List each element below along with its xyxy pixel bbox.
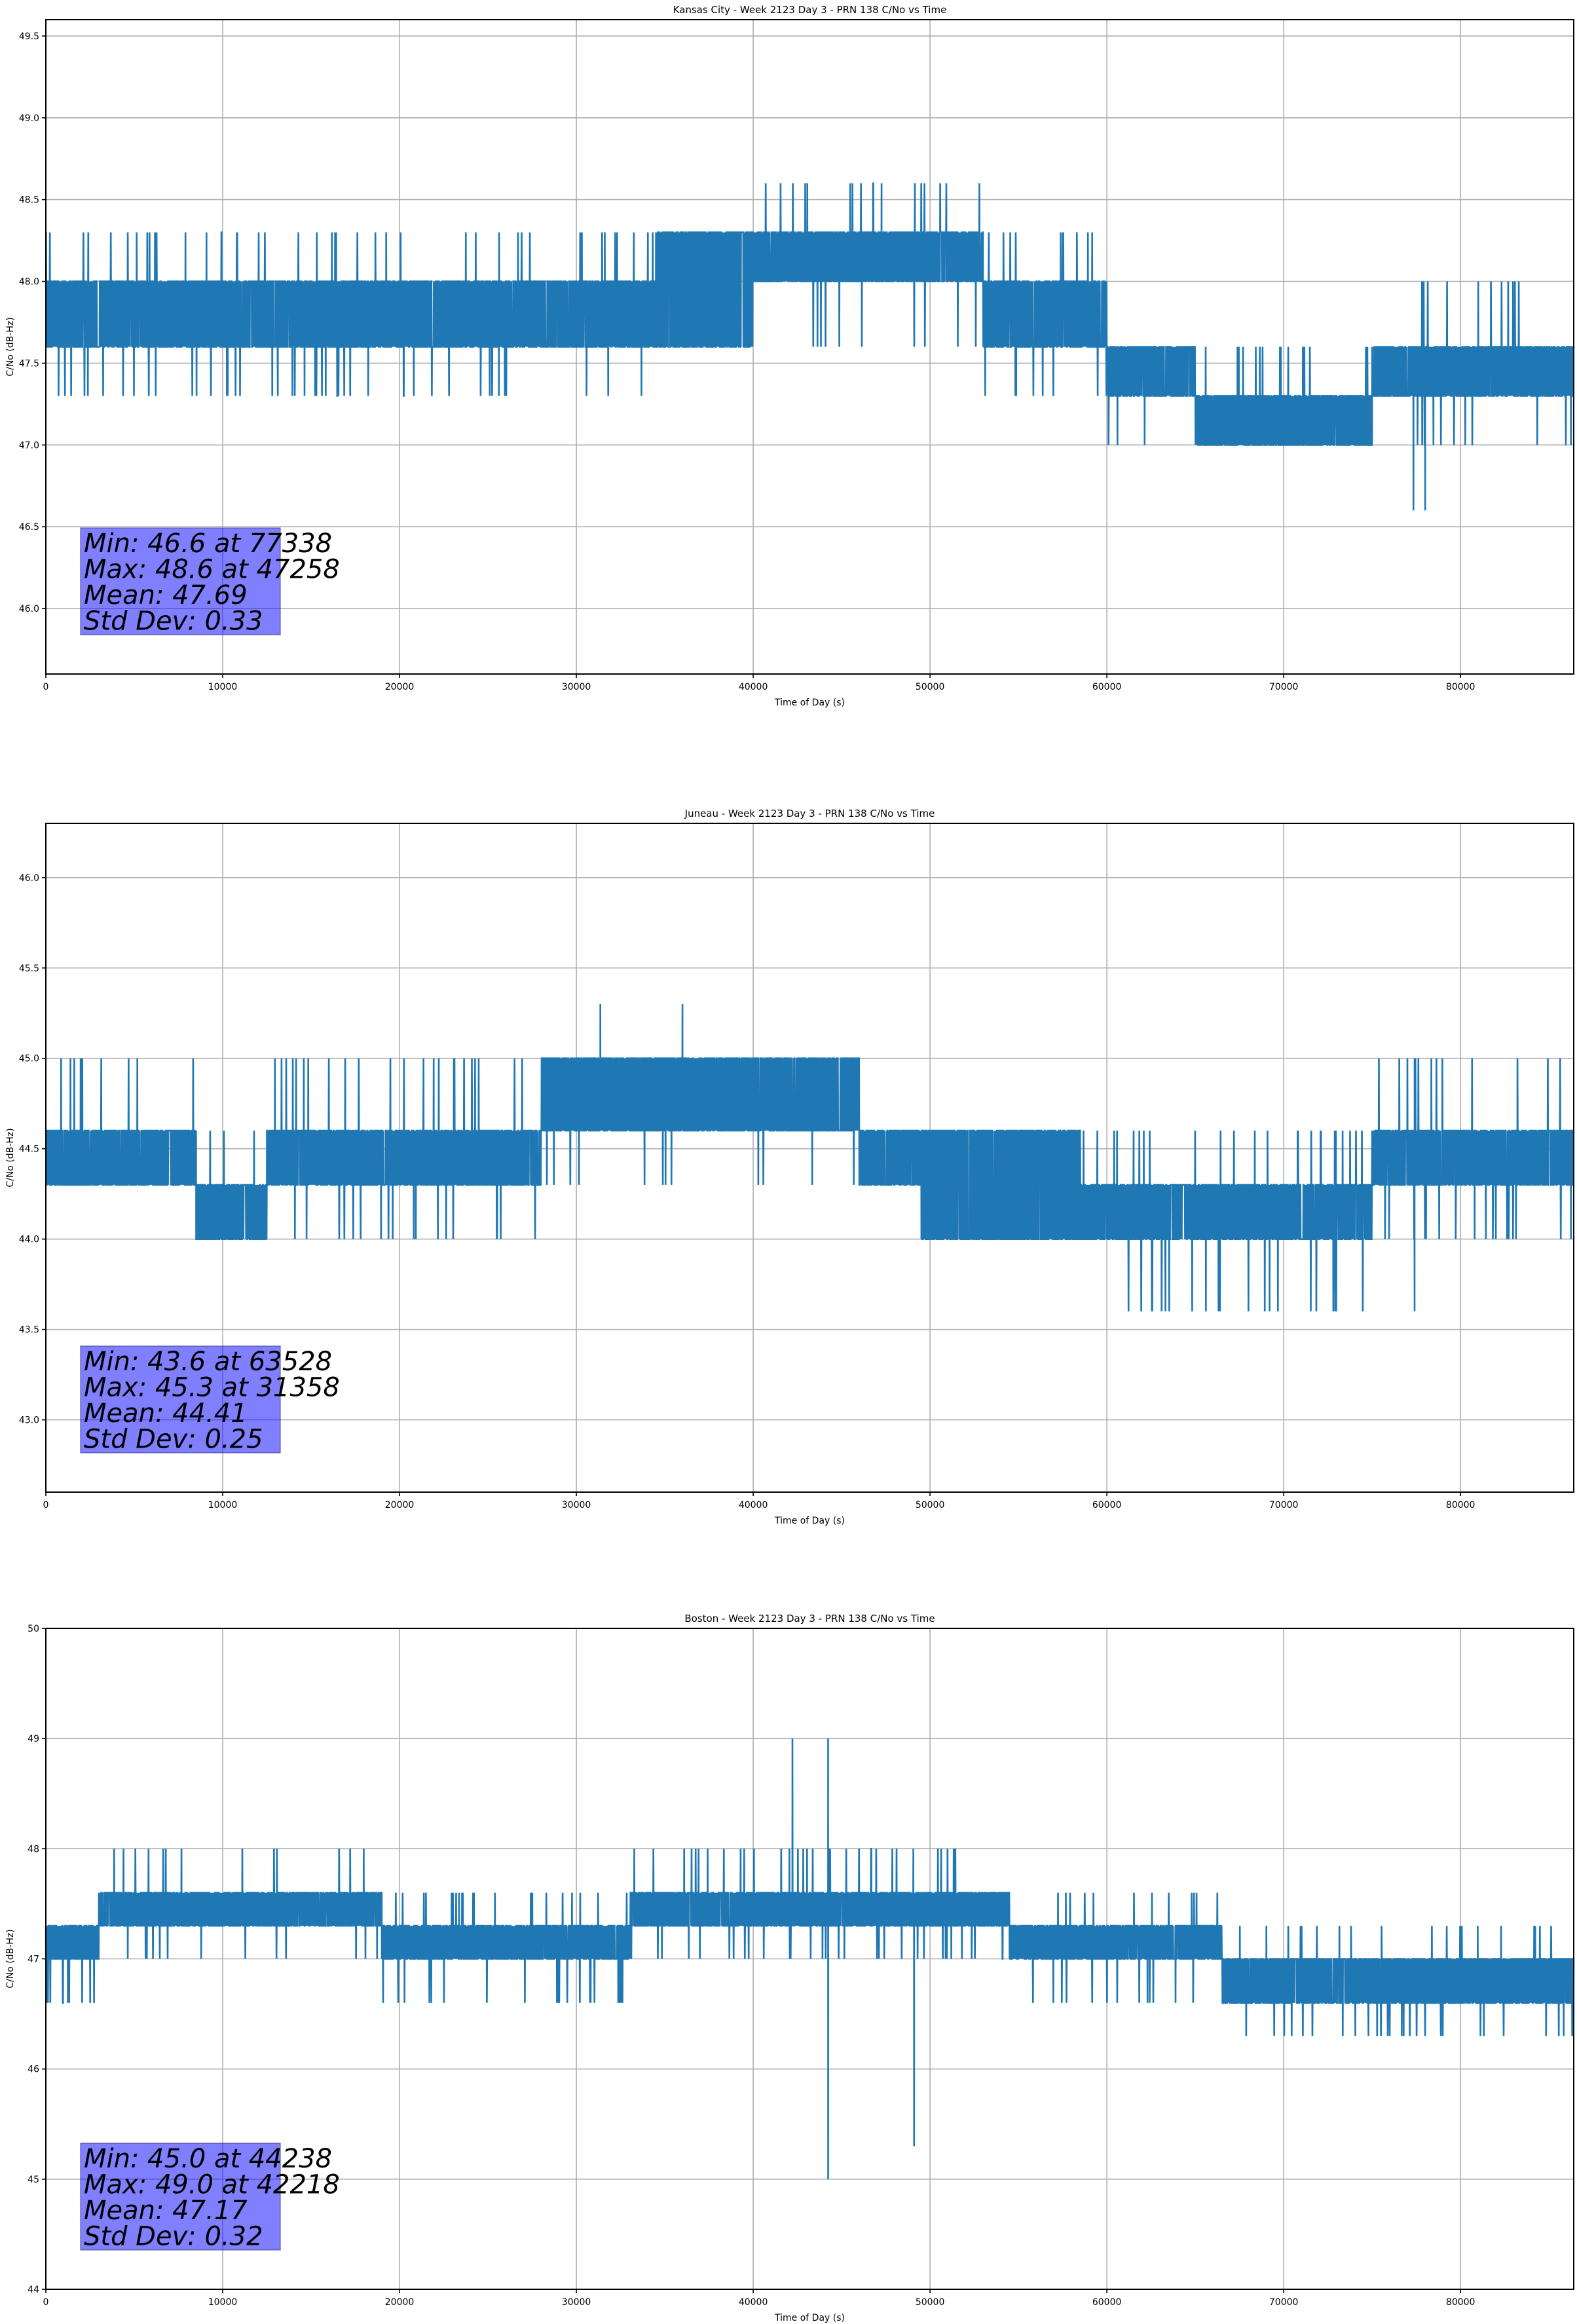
y-tick-label: 46.5 bbox=[19, 522, 39, 533]
stats-min: Min: 43.6 at 63528 bbox=[84, 1347, 332, 1377]
y-tick-label: 49.5 bbox=[19, 31, 39, 42]
chart-title: Kansas City - Week 2123 Day 3 - PRN 138 … bbox=[673, 4, 947, 16]
stats-box bbox=[80, 1345, 281, 1453]
x-axis-label: Time of Day (s) bbox=[774, 698, 845, 708]
y-axis-label: C/No (dB-Hz) bbox=[5, 1128, 16, 1187]
x-tick-label: 50000 bbox=[916, 2297, 945, 2308]
x-tick-label: 60000 bbox=[1092, 682, 1122, 692]
stats-max: Max: 49.0 at 42218 bbox=[84, 2170, 340, 2200]
y-axis-label: C/No (dB-Hz) bbox=[5, 1929, 16, 1988]
y-tick-label: 48.0 bbox=[19, 277, 39, 288]
x-tick-label: 0 bbox=[43, 682, 49, 692]
stats-box bbox=[80, 2143, 281, 2251]
x-tick-label: 40000 bbox=[739, 2297, 768, 2308]
axes-frame bbox=[45, 19, 1574, 675]
x-axis-label: Time of Day (s) bbox=[774, 2313, 845, 2323]
x-tick-label: 20000 bbox=[385, 1500, 415, 1510]
stats-box bbox=[80, 527, 281, 635]
y-tick-label: 47 bbox=[28, 1955, 39, 1965]
x-tick-label: 0 bbox=[43, 2297, 49, 2308]
x-tick-label: 30000 bbox=[562, 1500, 591, 1510]
stats-std: Std Dev: 0.32 bbox=[84, 2222, 263, 2252]
y-tick-label: 49.0 bbox=[19, 113, 39, 124]
x-tick-label: 10000 bbox=[208, 682, 238, 692]
y-tick-label: 46.0 bbox=[19, 873, 39, 884]
y-tick-label: 45 bbox=[28, 2175, 39, 2185]
y-tick-label: 50 bbox=[28, 1624, 39, 1634]
chart-panel-boston: Boston - Week 2123 Day 3 - PRN 138 C/No … bbox=[0, 1607, 1577, 2324]
chart-juneau: Juneau - Week 2123 Day 3 - PRN 138 C/No … bbox=[5, 808, 1574, 1526]
x-tick-label: 20000 bbox=[385, 2297, 415, 2308]
x-tick-label: 60000 bbox=[1092, 2297, 1122, 2308]
x-tick-label: 30000 bbox=[562, 2297, 591, 2308]
y-tick-label: 46.0 bbox=[19, 604, 39, 614]
cno-series-line bbox=[45, 182, 1574, 511]
y-tick-label: 44.5 bbox=[19, 1144, 39, 1155]
x-tick-label: 70000 bbox=[1269, 682, 1299, 692]
y-axis-label: C/No (dB-Hz) bbox=[5, 317, 16, 376]
stats-max: Max: 45.3 at 31358 bbox=[84, 1373, 340, 1403]
stats-mean: Mean: 47.17 bbox=[84, 2196, 248, 2226]
y-tick-label: 46 bbox=[28, 2065, 39, 2075]
x-tick-label: 80000 bbox=[1446, 1500, 1475, 1510]
chart-panel-juneau: Juneau - Week 2123 Day 3 - PRN 138 C/No … bbox=[0, 804, 1577, 1526]
x-tick-label: 70000 bbox=[1269, 1500, 1299, 1510]
stats-min: Min: 46.6 at 77338 bbox=[84, 529, 332, 559]
chart-boston: Boston - Week 2123 Day 3 - PRN 138 C/No … bbox=[5, 1613, 1575, 2323]
y-tick-label: 45.5 bbox=[19, 964, 39, 974]
stats-mean: Mean: 47.69 bbox=[84, 580, 248, 610]
y-tick-label: 49 bbox=[28, 1734, 39, 1744]
stats-std: Std Dev: 0.33 bbox=[84, 607, 263, 637]
stats-std: Std Dev: 0.25 bbox=[84, 1425, 263, 1455]
x-tick-label: 80000 bbox=[1446, 2297, 1475, 2308]
y-tick-label: 48 bbox=[28, 1844, 39, 1854]
x-tick-label: 60000 bbox=[1092, 1500, 1122, 1510]
y-tick-label: 44 bbox=[28, 2285, 39, 2295]
stats-mean: Mean: 44.41 bbox=[84, 1398, 248, 1429]
y-tick-label: 47.5 bbox=[19, 358, 39, 369]
y-tick-label: 48.5 bbox=[19, 195, 39, 206]
chart-title: Boston - Week 2123 Day 3 - PRN 138 C/No … bbox=[684, 1613, 935, 1624]
x-tick-label: 70000 bbox=[1269, 2297, 1299, 2308]
y-tick-label: 45.0 bbox=[19, 1054, 39, 1064]
axes-frame bbox=[45, 823, 1574, 1493]
y-tick-label: 47.0 bbox=[19, 440, 39, 451]
x-tick-label: 50000 bbox=[916, 1500, 945, 1510]
x-tick-label: 40000 bbox=[739, 1500, 768, 1510]
cno-series-line bbox=[45, 1738, 1575, 2179]
x-tick-label: 10000 bbox=[208, 2297, 238, 2308]
stats-max: Max: 48.6 at 47258 bbox=[84, 555, 340, 585]
x-tick-label: 80000 bbox=[1446, 682, 1475, 692]
x-axis-label: Time of Day (s) bbox=[774, 1516, 845, 1526]
x-tick-label: 40000 bbox=[739, 682, 768, 692]
y-tick-label: 43.0 bbox=[19, 1415, 39, 1426]
x-tick-label: 20000 bbox=[385, 682, 415, 692]
stats-min: Min: 45.0 at 44238 bbox=[84, 2144, 332, 2174]
axes-frame bbox=[45, 1628, 1574, 2290]
chart-panel-kansas-city: Kansas City - Week 2123 Day 3 - PRN 138 … bbox=[0, 0, 1577, 721]
x-tick-label: 30000 bbox=[562, 682, 591, 692]
y-tick-label: 43.5 bbox=[19, 1325, 39, 1336]
y-tick-label: 44.0 bbox=[19, 1235, 39, 1245]
cno-series-line bbox=[46, 1003, 1574, 1312]
x-tick-label: 10000 bbox=[208, 1500, 238, 1510]
x-tick-label: 50000 bbox=[916, 682, 945, 692]
chart-title: Juneau - Week 2123 Day 3 - PRN 138 C/No … bbox=[684, 808, 935, 819]
x-tick-label: 0 bbox=[43, 1500, 49, 1510]
chart-kansas-city: Kansas City - Week 2123 Day 3 - PRN 138 … bbox=[5, 4, 1574, 708]
